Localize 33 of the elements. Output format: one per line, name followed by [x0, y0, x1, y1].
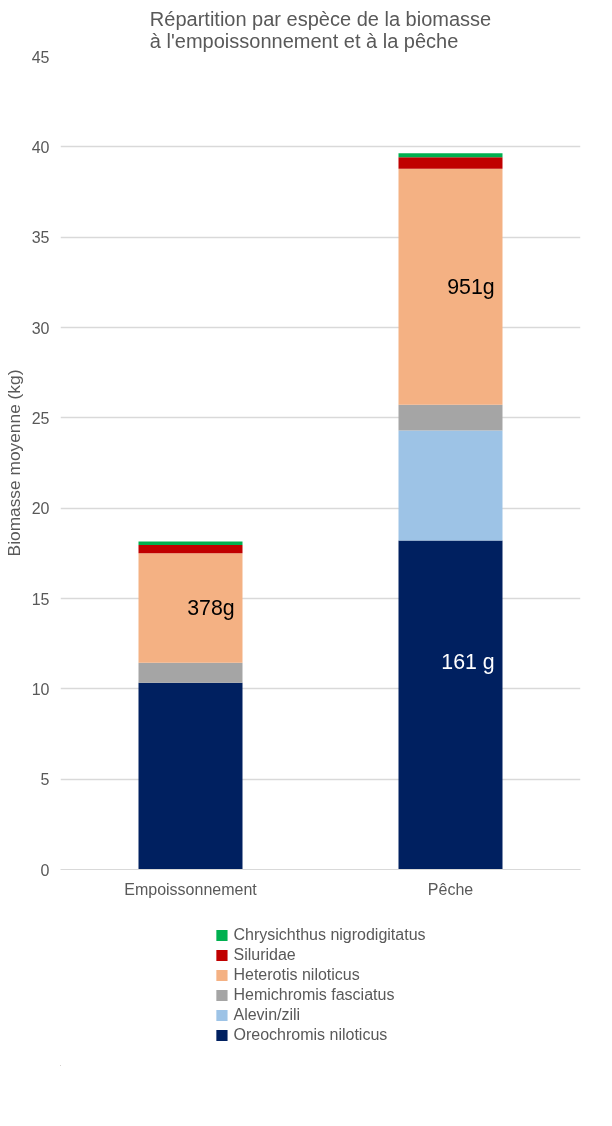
- x-tick-label: Pêche: [427, 880, 474, 898]
- x-tick-label: Empoissonnement: [124, 880, 258, 898]
- y-tick-label: 40: [31, 138, 50, 156]
- annotation: 951g: [447, 274, 495, 299]
- y-tick-label: 0: [40, 861, 50, 879]
- legend-label: Oreochromis niloticus: [233, 1026, 388, 1044]
- y-tick-label: 15: [31, 590, 50, 608]
- bar: [138, 682, 243, 870]
- bar: [398, 153, 503, 158]
- annotation: 378g: [187, 595, 235, 620]
- bar: [138, 553, 243, 663]
- y-tick-label: 45: [31, 48, 50, 66]
- y-tick-label: 5: [40, 771, 50, 789]
- chart-title: Répartition par espèce de la biomasse à l'empoissonnement et à la pêche: [149, 7, 492, 52]
- bar: [398, 404, 503, 431]
- legend-label: Hemichromis fasciatus: [233, 986, 395, 1004]
- bar: [398, 430, 503, 541]
- bar: [138, 545, 243, 554]
- y-tick-label: 20: [31, 500, 50, 518]
- y-axis-title: Biomasse moyenne (kg): [3, 369, 24, 557]
- y-tick-label: 25: [31, 409, 50, 427]
- bar: [138, 662, 243, 683]
- legend-label: Heterotis niloticus: [233, 966, 360, 984]
- legend-label: Siluridae: [233, 946, 296, 964]
- y-tick-label: 30: [31, 319, 50, 337]
- bar: [398, 540, 503, 870]
- bar: [398, 157, 503, 169]
- y-tick-label: 10: [31, 680, 50, 698]
- y-tick-label: 35: [31, 229, 50, 247]
- legend-label: Alevin/zili: [233, 1006, 301, 1024]
- annotation: 161 g: [441, 650, 495, 675]
- legend-label: Chrysichthus nigrodigitatus: [233, 926, 426, 944]
- bar: [398, 168, 503, 405]
